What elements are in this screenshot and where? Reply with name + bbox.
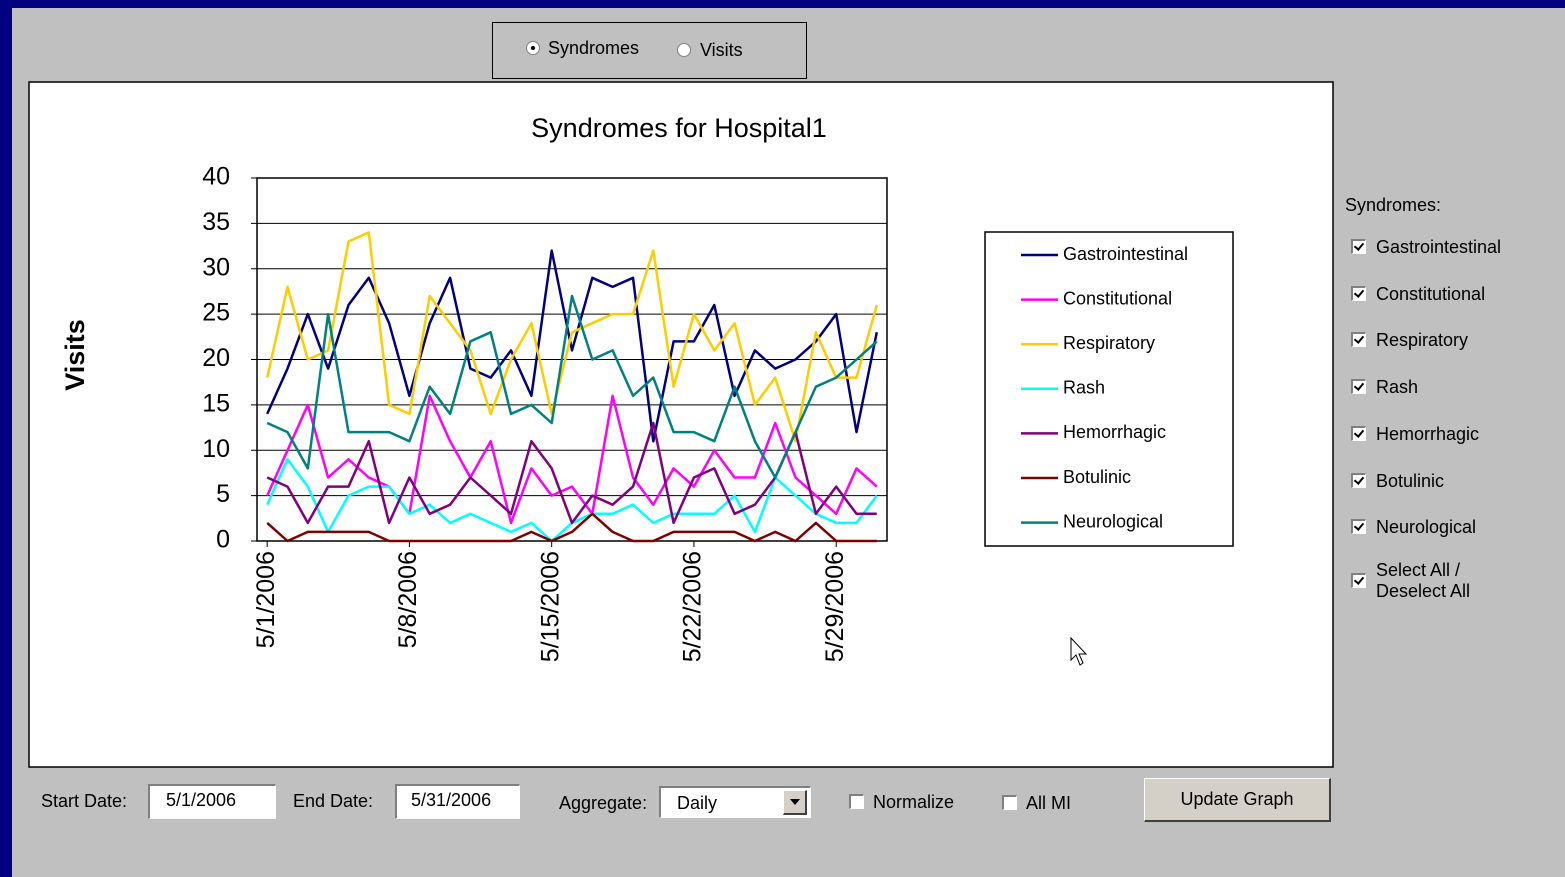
x-tick-label: 5/22/2006	[679, 551, 707, 662]
all-mi-label: All MI	[1026, 793, 1071, 813]
syndrome-label: Botulinic	[1376, 470, 1445, 491]
syndrome-checkbox[interactable]	[1351, 239, 1366, 254]
y-tick-label: 30	[202, 253, 230, 281]
syndrome-label: Gastrointestinal	[1376, 237, 1502, 257]
sidebar-title: Syndromes:	[1345, 195, 1442, 215]
series-line	[266, 512, 877, 543]
y-axis-label: Visits	[60, 319, 90, 391]
series-line	[266, 394, 878, 525]
syndrome-label: Respiratory	[1376, 330, 1469, 351]
normalize-checkbox[interactable]	[849, 794, 864, 809]
dropdown-button[interactable]	[783, 790, 807, 815]
syndrome-label: Rash	[1376, 377, 1419, 398]
syndrome-checkbox[interactable]	[1351, 472, 1366, 488]
legend-label: Respiratory	[1063, 333, 1155, 353]
x-tick-label: 5/1/2006	[252, 551, 280, 648]
y-tick-label: 25	[202, 299, 230, 327]
syndrome-label: Hemorrhagic	[1376, 423, 1480, 444]
x-tick-label: 5/8/2006	[394, 551, 422, 648]
legend-label: Neurological	[1063, 511, 1163, 531]
x-tick-label: 5/15/2006	[536, 551, 564, 662]
legend-label: Botulinic	[1063, 467, 1131, 487]
plot-frame	[256, 177, 888, 542]
y-tick-label: 5	[216, 480, 230, 508]
syndrome-label: Neurological	[1376, 517, 1477, 538]
chart-title: Syndromes for Hospital1	[531, 113, 827, 143]
aggregate-label: Aggregate:	[559, 793, 648, 813]
y-tick-label: 15	[202, 389, 230, 417]
all-mi-checkbox[interactable]	[1002, 795, 1017, 810]
legend-label: Constitutional	[1063, 288, 1172, 308]
syndrome-checkbox[interactable]	[1351, 519, 1366, 535]
syndrome-checkbox[interactable]	[1351, 425, 1366, 441]
legend-label: Rash	[1063, 378, 1105, 398]
start-date-input[interactable]: 5/1/2006	[148, 784, 276, 819]
syndrome-label: Constitutional	[1376, 283, 1486, 304]
syndrome-checkbox[interactable]	[1351, 285, 1366, 301]
radio-button[interactable]	[526, 41, 540, 55]
view-toggle	[492, 22, 807, 79]
x-tick-label: 5/29/2006	[821, 551, 849, 662]
radio-label: Syndromes	[548, 38, 640, 58]
start-date-label: Start Date:	[41, 791, 128, 811]
syndrome-checkbox[interactable]	[1351, 379, 1366, 395]
syndrome-label: Select All / Deselect All	[1376, 560, 1471, 601]
y-tick-label: 35	[202, 208, 230, 236]
syndrome-checkbox[interactable]	[1351, 332, 1366, 348]
legend-label: Hemorrhagic	[1063, 422, 1166, 442]
series-line	[265, 231, 879, 443]
end-date-label: End Date:	[293, 791, 374, 811]
aggregate-select[interactable]: Daily	[659, 786, 811, 818]
legend-label: Gastrointestinal	[1063, 244, 1188, 264]
dropdown-arrow	[789, 799, 800, 805]
y-tick-label: 0	[216, 526, 230, 554]
end-date-input[interactable]: 5/31/2006	[395, 784, 520, 819]
series-line	[266, 294, 878, 479]
aggregate-value: Daily	[677, 793, 718, 813]
series-line	[266, 249, 879, 443]
y-tick-label: 20	[202, 344, 230, 372]
radio-button[interactable]	[677, 43, 691, 57]
syndrome-checkbox[interactable]	[1351, 573, 1366, 588]
update-graph-button[interactable]: Update Graph	[1144, 778, 1331, 822]
normalize-label: Normalize	[873, 792, 955, 812]
y-tick-label: 40	[202, 163, 230, 191]
mouse-cursor	[1070, 636, 1088, 666]
y-tick-label: 10	[202, 435, 230, 463]
radio-label: Visits	[700, 40, 743, 60]
